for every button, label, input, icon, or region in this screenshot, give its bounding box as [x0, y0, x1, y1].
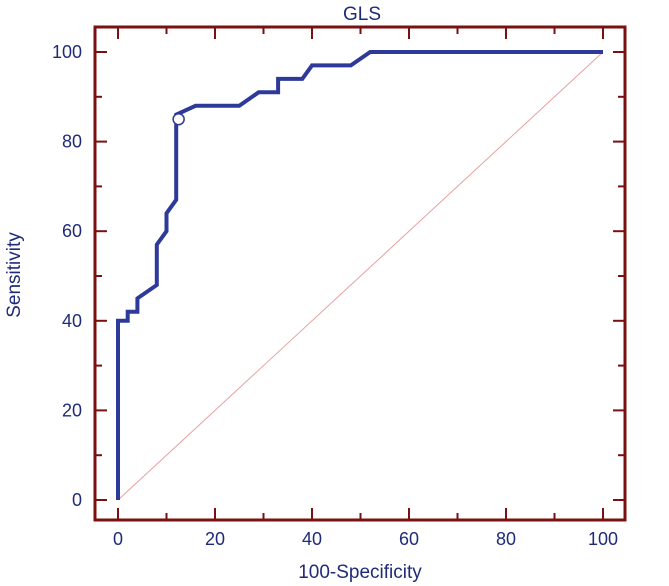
x-axis-title: 100-Specificity [298, 562, 422, 583]
x-tick-label: 0 [113, 529, 123, 549]
reference-diagonal [117, 51, 604, 501]
y-tick-label: 60 [62, 221, 82, 241]
x-tick-label: 100 [588, 529, 618, 549]
criterion-point [172, 112, 185, 126]
y-tick-label: 0 [72, 490, 82, 510]
axis-ticks [95, 27, 625, 520]
y-tick-label: 20 [62, 400, 82, 420]
plot-frame [93, 25, 627, 522]
x-tick-label: 80 [496, 529, 516, 549]
y-tick-label: 100 [52, 42, 82, 62]
x-tick-label: 60 [399, 529, 419, 549]
chart-title: GLS [343, 4, 381, 25]
roc-curve [116, 50, 603, 500]
y-axis-title: Sensitivity [4, 232, 25, 318]
y-tick-label: 40 [62, 311, 82, 331]
y-axis-tick-labels: 0 20 40 60 80 100 [52, 42, 82, 510]
x-axis-tick-labels: 0 20 40 60 80 100 [113, 529, 618, 549]
y-tick-label: 80 [62, 132, 82, 152]
x-tick-label: 20 [205, 529, 225, 549]
x-tick-label: 40 [302, 529, 322, 549]
